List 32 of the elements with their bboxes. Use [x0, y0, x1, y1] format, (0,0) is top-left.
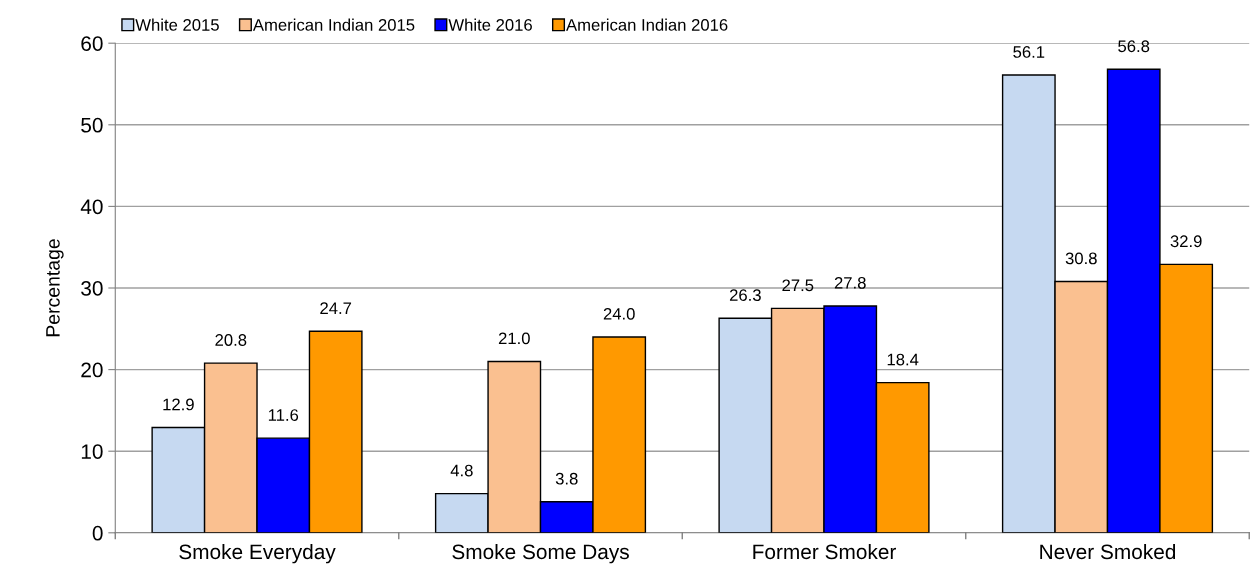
data-label: 4.8: [450, 464, 473, 477]
y-tick-label: 50: [81, 117, 103, 133]
legend-label: American Indian 2016: [566, 18, 728, 31]
data-label: 20.8: [215, 334, 247, 346]
data-label: 24.0: [603, 307, 635, 320]
legend-label: White 2015: [135, 18, 219, 31]
legend-label: American Indian 2015: [252, 18, 415, 31]
legend-label: White 2016: [448, 18, 532, 31]
data-label: 30.8: [1065, 252, 1097, 265]
y-tick-label: 20: [81, 362, 103, 378]
y-tick-label: 10: [81, 444, 103, 459]
y-tick-label: 40: [80, 199, 103, 215]
y-tick-label: 60: [81, 36, 103, 51]
data-label: 27.5: [782, 279, 814, 292]
data-label: 26.3: [729, 289, 761, 302]
data-label: 21.0: [498, 332, 530, 345]
data-label: 3.8: [555, 472, 578, 485]
x-tick-label: Smoke Everyday: [179, 543, 336, 564]
data-label: 56.1: [1013, 46, 1045, 58]
x-tick-label: Never Smoked: [1040, 543, 1176, 560]
data-label: 12.9: [163, 398, 194, 411]
y-axis-title: Percentage: [46, 239, 64, 337]
data-label: 11.6: [268, 409, 299, 421]
y-tick-label: 0: [92, 525, 103, 541]
data-label: 32.9: [1170, 235, 1202, 248]
data-label: 24.7: [320, 302, 352, 314]
x-tick-label: Former Smoker: [753, 543, 897, 560]
y-tick-label: 30: [81, 281, 103, 296]
data-label: 27.8: [834, 276, 866, 289]
x-tick-label: Smoke Some Days: [452, 543, 629, 564]
data-label: 18.4: [887, 353, 919, 366]
data-label: 56.8: [1118, 40, 1150, 53]
